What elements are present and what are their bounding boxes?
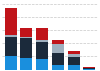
Bar bbox=[20, 28, 32, 37]
Bar bbox=[68, 51, 80, 54]
Bar bbox=[36, 40, 48, 42]
Bar bbox=[83, 68, 95, 69]
Bar bbox=[52, 65, 64, 70]
Bar bbox=[52, 40, 64, 44]
Bar bbox=[68, 54, 80, 57]
Bar bbox=[20, 58, 32, 70]
Bar bbox=[5, 35, 17, 37]
Bar bbox=[20, 38, 32, 58]
Bar bbox=[83, 67, 95, 68]
Bar bbox=[83, 69, 95, 70]
Bar bbox=[5, 56, 17, 70]
Bar bbox=[68, 65, 80, 70]
Bar bbox=[52, 44, 64, 53]
Bar bbox=[36, 42, 48, 59]
Bar bbox=[52, 53, 64, 65]
Bar bbox=[5, 8, 17, 35]
Bar bbox=[68, 57, 80, 65]
Bar bbox=[5, 37, 17, 56]
Bar bbox=[20, 37, 32, 38]
Bar bbox=[36, 28, 48, 40]
Bar bbox=[36, 59, 48, 70]
